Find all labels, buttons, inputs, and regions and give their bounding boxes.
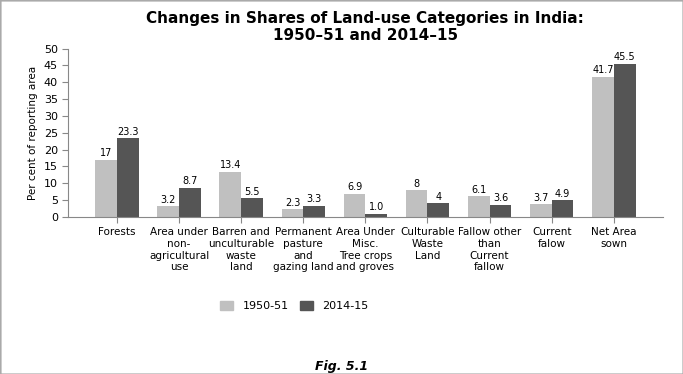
Bar	[303, 206, 325, 217]
Bar	[96, 160, 117, 217]
Text: 13.4: 13.4	[220, 160, 241, 171]
Text: 4.9: 4.9	[555, 189, 570, 199]
Text: 3.3: 3.3	[307, 194, 322, 205]
Bar	[490, 205, 512, 217]
Text: 45.5: 45.5	[614, 52, 635, 62]
Text: 4: 4	[435, 192, 441, 202]
Text: 41.7: 41.7	[592, 65, 613, 75]
Bar	[552, 200, 574, 217]
Title: Changes in Shares of Land-use Categories in India:
1950–51 and 2014–15: Changes in Shares of Land-use Categories…	[146, 11, 585, 43]
Text: 3.7: 3.7	[533, 193, 548, 203]
Bar	[117, 138, 139, 217]
Bar	[219, 172, 241, 217]
Text: 8: 8	[414, 179, 419, 188]
Text: 3.2: 3.2	[161, 195, 176, 205]
Bar	[530, 205, 552, 217]
Text: 2.3: 2.3	[285, 198, 300, 208]
Text: 23.3: 23.3	[117, 127, 139, 137]
Bar	[365, 214, 387, 217]
Bar	[592, 77, 614, 217]
Text: 8.7: 8.7	[182, 176, 197, 186]
Bar	[406, 190, 428, 217]
Legend: 1950-51, 2014-15: 1950-51, 2014-15	[216, 296, 372, 316]
Bar	[344, 194, 365, 217]
Text: 17: 17	[100, 148, 113, 158]
Bar	[281, 209, 303, 217]
Bar	[468, 196, 490, 217]
Text: Fig. 5.1: Fig. 5.1	[315, 360, 368, 373]
Bar	[241, 199, 263, 217]
Bar	[179, 188, 201, 217]
Bar	[428, 203, 449, 217]
Text: 3.6: 3.6	[493, 193, 508, 203]
Text: 5.5: 5.5	[245, 187, 260, 197]
Text: 1.0: 1.0	[369, 202, 384, 212]
Bar	[614, 64, 635, 217]
Bar	[157, 206, 179, 217]
Text: 6.1: 6.1	[471, 185, 486, 195]
Text: 6.9: 6.9	[347, 183, 362, 192]
Y-axis label: Per cent of reporting area: Per cent of reporting area	[28, 66, 38, 200]
